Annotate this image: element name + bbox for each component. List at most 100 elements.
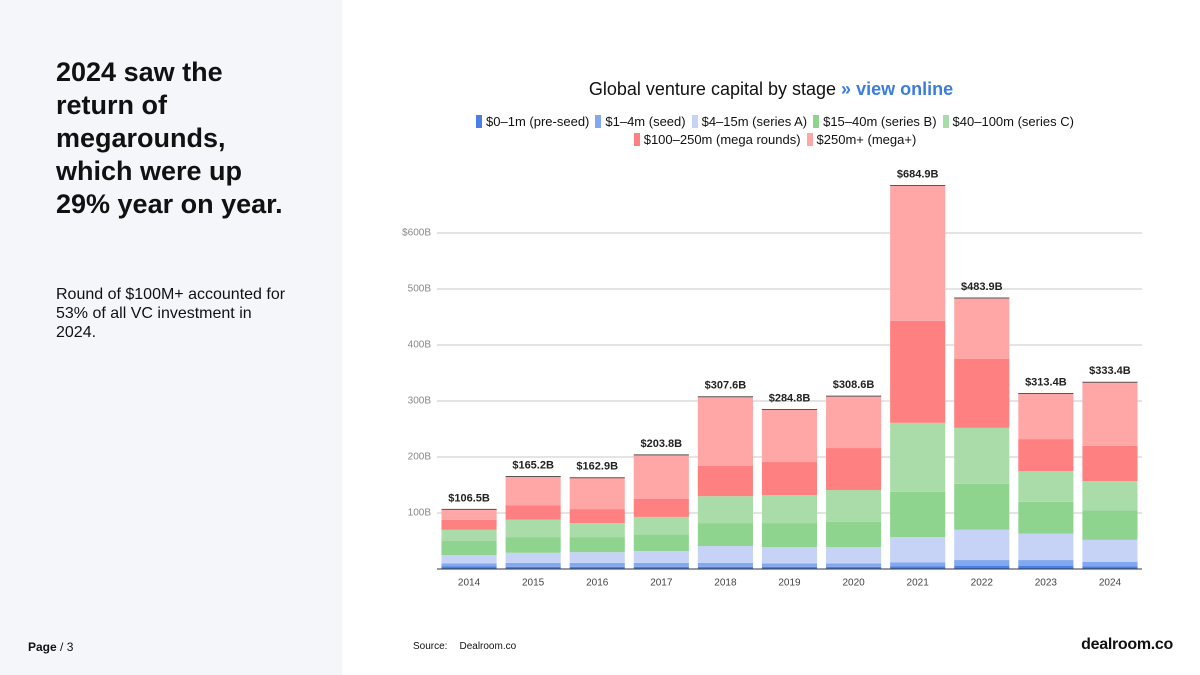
legend-item: $100–250m (mega rounds): [633, 131, 801, 149]
bar-segment: [1082, 382, 1138, 446]
page-count: / 3: [60, 640, 74, 654]
link-marker[interactable]: »: [841, 79, 852, 99]
bar-segment: [761, 409, 818, 463]
side-panel: 2024 saw the return of megarounds, which…: [0, 0, 342, 675]
legend-label: $4–15m (series A): [701, 114, 808, 129]
body-text: Round of $100M+ accounted for 53% of all…: [56, 286, 286, 341]
y-tick-label: 300B: [408, 396, 432, 407]
bar-segment: [890, 491, 946, 538]
legend-label: $250m+ (mega+): [816, 132, 917, 147]
x-tick-label: 2024: [1099, 578, 1122, 589]
bar-segment: [441, 519, 497, 530]
bar-segment: [633, 534, 689, 552]
legend-label: $15–40m (series B): [823, 114, 937, 129]
bar-segment: [1082, 481, 1138, 511]
bar-segment: [954, 565, 1010, 569]
total-label: $313.4B: [1025, 376, 1067, 388]
page-label: Page: [28, 640, 57, 654]
bar-segment: [1082, 445, 1138, 482]
bar-segment: [890, 320, 946, 423]
bar-segment: [505, 552, 561, 563]
legend-item: $15–40m (series B): [813, 113, 937, 131]
legend-item: $1–4m (seed): [595, 113, 686, 131]
bar-segment: [697, 523, 753, 547]
bar-segment: [505, 505, 561, 520]
total-label: $162.9B: [576, 461, 618, 473]
bar-segment: [890, 185, 946, 321]
legend: $0–1m (pre-seed) $1–4m (seed) $4–15m (seri…: [395, 113, 1155, 149]
legend-swatch: [633, 133, 640, 146]
legend-item: $250m+ (mega+): [806, 131, 917, 149]
bar-segment: [1082, 510, 1138, 540]
bar-segment: [441, 509, 497, 520]
bar-segment: [633, 454, 689, 499]
x-tick-label: 2017: [650, 578, 673, 589]
total-label: $106.5B: [448, 492, 490, 504]
legend-swatch: [806, 133, 813, 146]
x-tick-label: 2016: [586, 578, 609, 589]
x-tick-label: 2015: [522, 578, 545, 589]
y-tick-label: 500B: [408, 284, 432, 295]
bar-segment: [1082, 561, 1138, 567]
bar-segment: [826, 490, 882, 522]
bar-segment: [569, 509, 625, 524]
total-label: $684.9B: [897, 168, 939, 180]
bar-segment: [761, 523, 818, 548]
bar-segment: [697, 465, 753, 497]
chart-title-row: Global venture capital by stage » view o…: [400, 79, 1142, 100]
bar-segment: [761, 563, 818, 567]
bar-segment: [697, 546, 753, 563]
bar-segment: [505, 476, 561, 506]
x-tick-label: 2018: [714, 578, 737, 589]
legend-item: $4–15m (series A): [691, 113, 808, 131]
bar-segment: [890, 422, 946, 492]
bar-segment: [441, 563, 497, 567]
view-online-link[interactable]: view online: [856, 79, 954, 99]
bar-segment: [826, 566, 882, 569]
total-label: $165.2B: [512, 459, 554, 471]
bar-segment: [826, 396, 882, 449]
bar-segment: [954, 483, 1010, 530]
bar-segment: [633, 516, 689, 535]
legend-label: $0–1m (pre-seed): [486, 114, 590, 129]
bar-segment: [1018, 393, 1074, 440]
bar-segment: [505, 519, 561, 538]
legend-swatch: [691, 115, 698, 128]
x-tick-label: 2020: [842, 578, 865, 589]
bar-segment: [697, 566, 753, 569]
total-label: $284.8B: [769, 392, 811, 404]
bar-segment: [697, 562, 753, 567]
legend-swatch: [595, 115, 602, 128]
bar-segment: [826, 448, 882, 491]
bar-segment: [761, 566, 818, 569]
bar-segment: [633, 499, 689, 517]
total-label: $203.8B: [641, 438, 683, 450]
bar-segment: [569, 552, 625, 563]
y-tick-label: $600B: [402, 228, 431, 239]
source: Source: Dealroom.co: [413, 641, 516, 652]
bar-segment: [954, 427, 1010, 484]
bar-segment: [1082, 539, 1138, 562]
legend-label: $40–100m (series C): [952, 114, 1074, 129]
bar-segment: [954, 359, 1010, 428]
bar-segment: [826, 521, 882, 548]
total-label: $307.6B: [705, 380, 747, 392]
y-tick-label: 400B: [408, 340, 432, 351]
logo: dealroom.co: [1081, 636, 1173, 653]
total-label: $483.9B: [961, 281, 1003, 293]
bar-segment: [1018, 560, 1074, 566]
bar-segment: [826, 563, 882, 567]
legend-label: $100–250m (mega rounds): [643, 132, 801, 147]
total-label: $333.4B: [1089, 365, 1131, 377]
x-tick-label: 2023: [1035, 578, 1058, 589]
x-tick-label: 2022: [971, 578, 994, 589]
source-name: Dealroom.co: [459, 641, 517, 652]
bar-segment: [826, 547, 882, 564]
chart-title: Global venture capital by stage: [588, 79, 837, 99]
bar-segment: [697, 396, 753, 466]
legend-label: $1–4m (seed): [605, 114, 686, 129]
bar-segment: [569, 562, 625, 567]
bar-segment: [1018, 533, 1074, 561]
bar-segment: [505, 566, 561, 569]
